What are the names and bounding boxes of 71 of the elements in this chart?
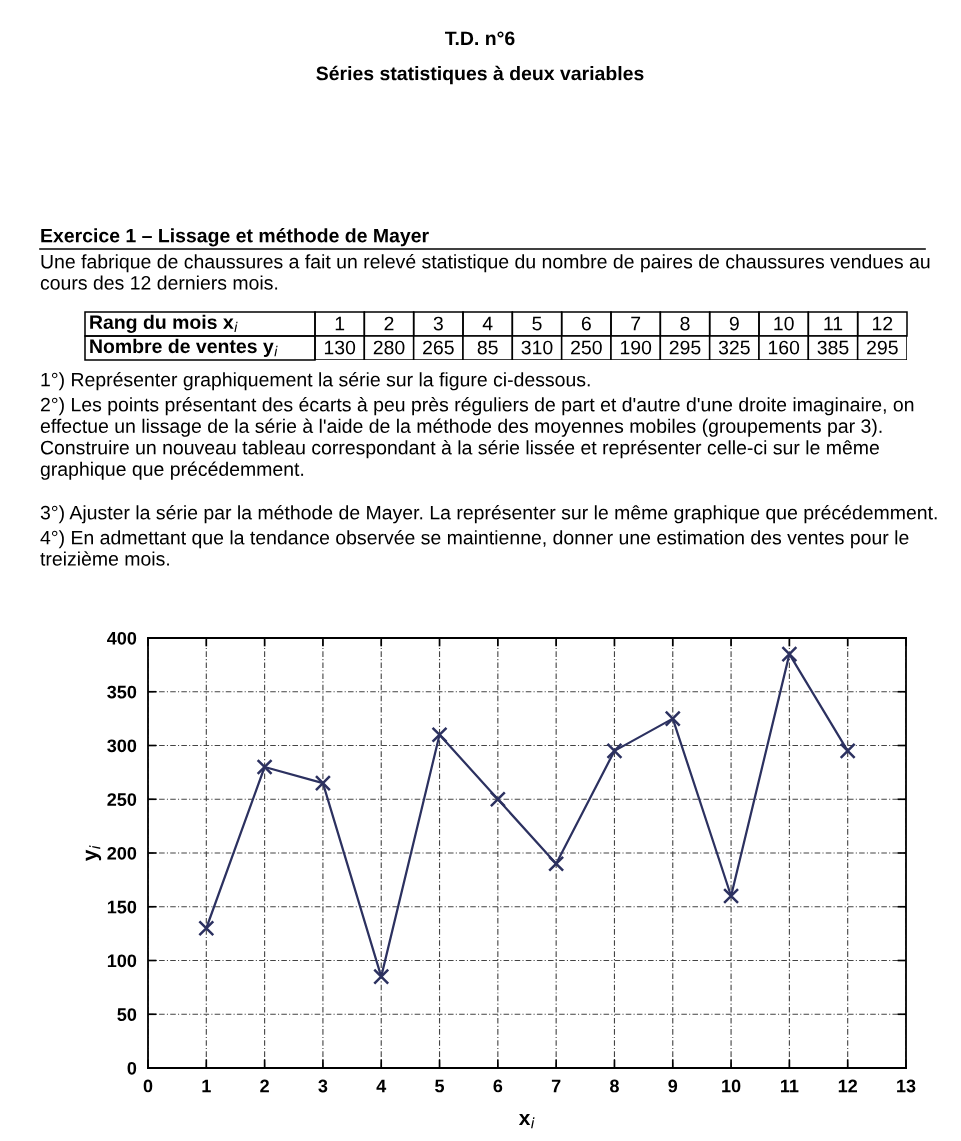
x-tick-label: 2 — [260, 1079, 269, 1093]
data-label: 130 — [324, 340, 356, 355]
x-tick-label: 10 — [774, 316, 794, 331]
y-tick-label: 350 — [107, 685, 137, 699]
x-tick-label: 0 — [143, 1079, 153, 1093]
y-tick-label: 400 — [107, 631, 137, 645]
y-axis-title: y$_{i}$ — [85, 845, 102, 862]
text: Exercice 1 – Lissage et méthode de Mayer — [41, 228, 429, 247]
x-tick-label: 1 — [202, 1079, 211, 1093]
x-tick-label: 4 — [482, 316, 493, 331]
data-label: 265 — [423, 340, 454, 355]
x-tick-label: 3 — [318, 1079, 328, 1093]
y-tick-label: 0 — [127, 1061, 137, 1075]
point — [722, 887, 740, 905]
x-tick-label: 11 — [780, 1079, 799, 1093]
x-tick-label: 9 — [729, 316, 739, 331]
data-label: 85 — [477, 340, 498, 355]
data-label: 190 — [620, 340, 652, 355]
chart-subtitle: Séries statistiques à deux variables — [316, 65, 644, 85]
x-tick-label: 2 — [384, 316, 394, 331]
y-tick-label: 150 — [107, 900, 137, 914]
y-tick-label: 50 — [117, 1008, 137, 1021]
point — [606, 742, 623, 760]
y-tick-label: 100 — [107, 954, 137, 968]
x-tick-label: 13 — [897, 1079, 916, 1093]
point — [547, 855, 565, 872]
x-tick-label: 8 — [610, 1079, 619, 1093]
annotation: 1°) Représenter graphiquement la série sur la figure ci-dessous. — [41, 372, 590, 391]
x-tick-label: 12 — [838, 1079, 858, 1093]
x-tick-label: 7 — [551, 1079, 561, 1093]
point — [664, 710, 681, 727]
x-axis-title: x$_{i}$ — [518, 1113, 535, 1129]
y-tick-label: Nombre de ventes y$_{i}$ — [90, 338, 278, 357]
x-tick-label: 5 — [435, 1079, 445, 1093]
x-tick-label: 10 — [722, 1079, 741, 1093]
data-label: 250 — [571, 340, 602, 355]
x-tick-label: 7 — [631, 316, 641, 331]
x-tick-label: 9 — [668, 1079, 678, 1093]
point — [198, 920, 215, 937]
y-tick-label: 300 — [107, 739, 137, 753]
data-label: 385 — [817, 340, 849, 355]
point — [489, 791, 507, 808]
x-tick-label: 1 — [335, 316, 345, 331]
data-label: 325 — [718, 340, 750, 355]
point — [839, 742, 856, 760]
x-tick-label: 3 — [433, 316, 443, 331]
x-tick-label: 6 — [493, 1079, 503, 1093]
x-tick-label: 4 — [376, 1079, 387, 1093]
y-tick-label: 200 — [107, 846, 137, 860]
x-axis-title: Rang du mois x$_{i}$ — [90, 314, 238, 333]
text: 3°) Ajuster la série par la méthode de Mayer. La représenter sur le même graphique que précédemment. — [40, 505, 937, 524]
data-label: 295 — [669, 340, 701, 355]
x-tick-label: 11 — [824, 316, 843, 331]
y-tick-label: 250 — [107, 793, 137, 806]
point — [431, 726, 448, 743]
data-label: 160 — [768, 340, 800, 355]
data-label: 280 — [373, 340, 405, 355]
data-label: 310 — [521, 340, 553, 355]
x-tick-label: 5 — [532, 316, 542, 331]
point — [256, 758, 273, 776]
x-tick-label: 6 — [581, 316, 591, 331]
x-tick-label: 12 — [873, 316, 893, 331]
annotation: 2°) Les points présentant des écarts à peu près réguliers de part et d'autre d'une droite imaginaire, on effectue un lissage de la série à l'aide de la méthode des moyennes mobiles (groupements par 3). Construire un nouveau tableau correspondant à la série lissée et représenter celle-ci sur le même graphique que précédemment. — [40, 397, 914, 480]
data-label: 295 — [867, 340, 898, 355]
point — [373, 968, 390, 985]
text: 4°) En admettant que la tendance observée se maintienne, donner une estimation des ventes pour le treizième mois. — [40, 530, 909, 566]
chart-title: T.D. n°6 — [445, 31, 515, 46]
point — [314, 774, 332, 792]
x-tick-label: 8 — [680, 316, 690, 331]
annotation: Une fabrique de chaussures a fait un relevé statistique du nombre de paires de chaussures vendues au cours des 12 derniers mois. — [40, 254, 930, 290]
point — [781, 645, 798, 663]
